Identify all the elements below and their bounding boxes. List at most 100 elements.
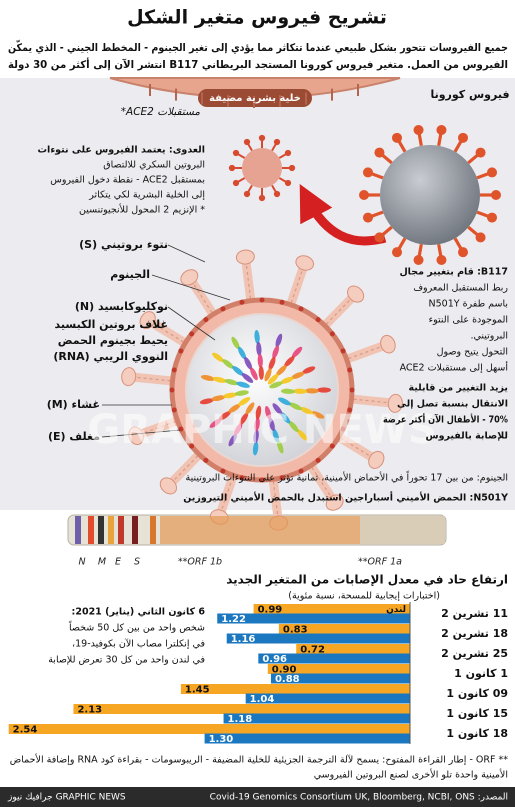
spike-stem-edge [272, 481, 279, 518]
spike-head [273, 138, 281, 146]
genome-coil [211, 395, 226, 402]
category-label: 1 كانون 1 [454, 667, 508, 680]
genome-coil [288, 421, 299, 433]
text-label: أسهل إلى مستقبلات ACE2 [400, 361, 509, 374]
envelope-protein [203, 317, 209, 323]
value-label: 1.45 [185, 685, 210, 696]
text-label: ** ORF - إطار القراءة المفتوح: يسمح لآلة… [10, 754, 508, 766]
text-label: S [134, 557, 140, 568]
bar [204, 733, 410, 744]
genome-coil [291, 346, 303, 358]
text-label: الأمينية واحدة تلو الأخرى لصنع البروتين … [314, 769, 508, 781]
text-label: E [115, 557, 121, 568]
spike-stem-edge [348, 345, 383, 360]
value-label: 1.04 [250, 694, 275, 705]
text-label: العدوى: يعتمد الفيروس على نتوءات [38, 145, 205, 156]
text-label: الانتقال بنسبة تصل إلى [397, 399, 508, 410]
text-label: يحيط بجينوم الحمض [58, 334, 168, 347]
genome-coil [300, 407, 314, 415]
spike-head [380, 334, 396, 354]
bar [245, 693, 410, 704]
text-label: إلى الخلية البشرية لكي يتكاثر [88, 190, 205, 201]
spike-stem-edge [141, 420, 176, 435]
genome-coil [297, 429, 308, 441]
envelope-protein [279, 475, 285, 481]
genome-coil [257, 353, 263, 368]
spike-stem-edge [340, 437, 372, 458]
text-label: نوكليوكابسيد (N) [75, 300, 168, 313]
leader-line [167, 244, 206, 263]
genome-coil [252, 441, 259, 456]
genome-coil [231, 336, 240, 350]
envelope-protein [315, 317, 321, 323]
text-label: ارتفاع حاد في معدل الإصابات من المتغير ا… [226, 573, 508, 587]
genome-coil [280, 388, 295, 394]
envelope-protein [171, 407, 177, 413]
value-label: 0.88 [275, 674, 300, 685]
envelope-protein [189, 331, 195, 337]
value-label: 0.99 [258, 605, 283, 616]
envelope-protein [220, 468, 226, 474]
text-label: في لندن واحد من كل 30 تعرض للإصابة [48, 655, 205, 666]
text-label: مستقبلات ACE2* [121, 106, 201, 118]
text-label: B117: قام بتغيير مجال [399, 267, 508, 278]
genome-segment [108, 516, 114, 544]
spike-head [288, 164, 296, 172]
virus-body [242, 148, 282, 188]
bar [226, 633, 410, 644]
spike-head [413, 254, 424, 265]
envelope-protein [329, 443, 335, 449]
spike-stem-edge [353, 398, 390, 404]
bar [267, 664, 410, 674]
bar [223, 713, 410, 724]
genome-coil [275, 333, 283, 348]
genome-coil [232, 366, 244, 376]
genome-coil [280, 412, 291, 424]
spike-head [284, 149, 292, 157]
value-label: 0.90 [272, 665, 297, 676]
decoration [75, 84, 501, 544]
spike-head [284, 179, 292, 187]
genome-coil [289, 402, 302, 411]
genome-segment [88, 516, 94, 544]
text-label: الجينوم [110, 268, 150, 281]
spike-head [273, 190, 281, 198]
spike-stem-edge [220, 477, 234, 512]
genome-coil [228, 433, 237, 447]
spike-head [458, 132, 468, 143]
genome-coil [228, 403, 241, 413]
genome-coil [267, 373, 279, 385]
spike-head [436, 254, 447, 265]
spike-head [258, 134, 266, 142]
labels: تشريح فيروس متغير الشكل جميع الفيروسات تت… [7, 7, 510, 803]
value-label: 2.13 [77, 705, 102, 716]
bar [296, 644, 410, 654]
genome-coil [238, 397, 251, 406]
category-label: 11 تشرين 2 [441, 607, 508, 620]
genome-coil [241, 373, 254, 383]
genome-segment [150, 516, 156, 544]
text-label: GRAPHIC NEWS [87, 407, 436, 453]
text-label: N501Y: الحمض الأميني أسباراجين استبدل با… [183, 491, 508, 504]
spike-head [325, 494, 344, 511]
value-label: 0.96 [262, 654, 287, 665]
genome-coil [276, 440, 284, 454]
text-label: مغلف (E) [48, 430, 100, 443]
envelope-protein [239, 299, 245, 305]
value-label: 0.83 [283, 625, 308, 636]
genome-coil [317, 387, 331, 393]
spike-head [487, 212, 498, 223]
envelope-protein [203, 457, 209, 463]
genome-segment [160, 516, 360, 544]
text-label: يزيد التغيير من قابلية [409, 383, 509, 394]
spike-stem-edge [325, 297, 352, 325]
category-label: 18 تشرين 2 [441, 627, 508, 640]
genome-coil [258, 365, 264, 380]
text-label: نتوء بروتيني (S) [79, 238, 168, 251]
spike-head [475, 232, 486, 243]
genome-coil [212, 376, 227, 383]
genome-coil [269, 381, 283, 389]
genome-coil [264, 406, 272, 420]
infection-arrow [299, 184, 387, 246]
